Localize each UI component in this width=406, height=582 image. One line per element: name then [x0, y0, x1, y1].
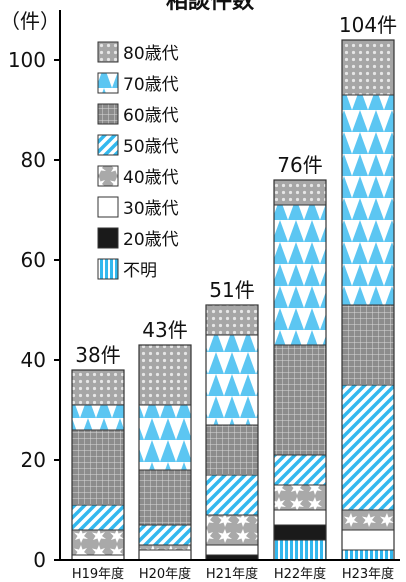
legend-label: 40歳代: [123, 168, 179, 188]
y-tick-label: 40: [21, 348, 46, 372]
legend-swatch: [97, 227, 119, 249]
bar-total-label: 76件: [277, 153, 322, 177]
bar-total-label: 43件: [142, 318, 187, 342]
bar-segment: [205, 424, 259, 476]
bar-segment: [205, 544, 259, 556]
legend-label: 80歳代: [123, 44, 179, 64]
bar-segment: [138, 544, 192, 551]
legend-swatch: [97, 41, 119, 63]
bar-total-label: 38件: [75, 343, 120, 367]
legend-label: 不明: [123, 261, 157, 281]
bar-segment: [273, 454, 327, 486]
legend-label: 60歳代: [123, 106, 179, 126]
bar-segment: [71, 404, 125, 431]
bar-segment: [138, 404, 192, 471]
bar-segment: [138, 549, 192, 561]
legend-swatch: [97, 72, 119, 94]
y-axis-label: （件）: [0, 9, 60, 33]
bar-segment: [205, 474, 259, 516]
x-tick-label: H20年度: [139, 566, 191, 582]
bar-segment: [138, 469, 192, 526]
bars: [60, 39, 400, 561]
bar-segment: [273, 344, 327, 456]
y-tick-label: 20: [21, 448, 46, 472]
bar-segment: [341, 384, 395, 511]
bar-segment: [138, 344, 192, 406]
bar-segment: [71, 504, 125, 531]
bar-segment: [273, 509, 327, 526]
bar-segment: [273, 204, 327, 346]
x-tick-labels: H19年度 H20年度 H21年度 H22年度 H23年度: [72, 566, 394, 582]
bar-segment: [341, 94, 395, 306]
bar-segment: [341, 529, 395, 551]
bar-total-label: 104件: [339, 13, 397, 37]
legend-swatch: [97, 165, 119, 187]
x-tick-label: H22年度: [274, 566, 326, 582]
bar-segment: [71, 369, 125, 406]
x-tick-label: H19年度: [72, 566, 124, 582]
bar-segment: [205, 334, 259, 426]
y-tick-label: 60: [21, 248, 46, 272]
legend-label: 20歳代: [123, 230, 179, 250]
bar-segment: [71, 529, 125, 556]
bar-total-label: 51件: [209, 278, 254, 302]
legend-swatch: [97, 134, 119, 156]
legend-label: 50歳代: [123, 137, 179, 157]
bar-segment: [205, 304, 259, 336]
bar-segment: [138, 524, 192, 546]
y-tick-label: 80: [21, 148, 46, 172]
x-tick-label: H21年度: [206, 566, 258, 582]
bar-segment: [273, 524, 327, 541]
legend-swatch: [97, 258, 119, 280]
bar-segment: [273, 539, 327, 561]
bar-total-labels: 38件 43件 51件 76件 104件: [75, 13, 397, 367]
chart-title: 相談件数: [166, 0, 255, 14]
y-tick-label: 0: [33, 548, 46, 572]
bar-segment: [205, 514, 259, 546]
x-tick-label: H23年度: [342, 566, 394, 582]
legend-label: 30歳代: [123, 199, 179, 219]
bar-segment: [341, 549, 395, 561]
y-ticks: 0 20 40 60 80 100: [8, 48, 60, 572]
bar-segment: [273, 484, 327, 511]
y-tick-label: 100: [8, 48, 46, 72]
legend-label: 70歳代: [123, 75, 179, 95]
legend-swatch: [97, 196, 119, 218]
bar-segment: [71, 429, 125, 506]
bar-segment: [341, 39, 395, 96]
bar-segment: [341, 509, 395, 531]
bar-segment: [341, 304, 395, 386]
bar-segment: [273, 179, 327, 206]
legend-swatch: [97, 103, 119, 125]
